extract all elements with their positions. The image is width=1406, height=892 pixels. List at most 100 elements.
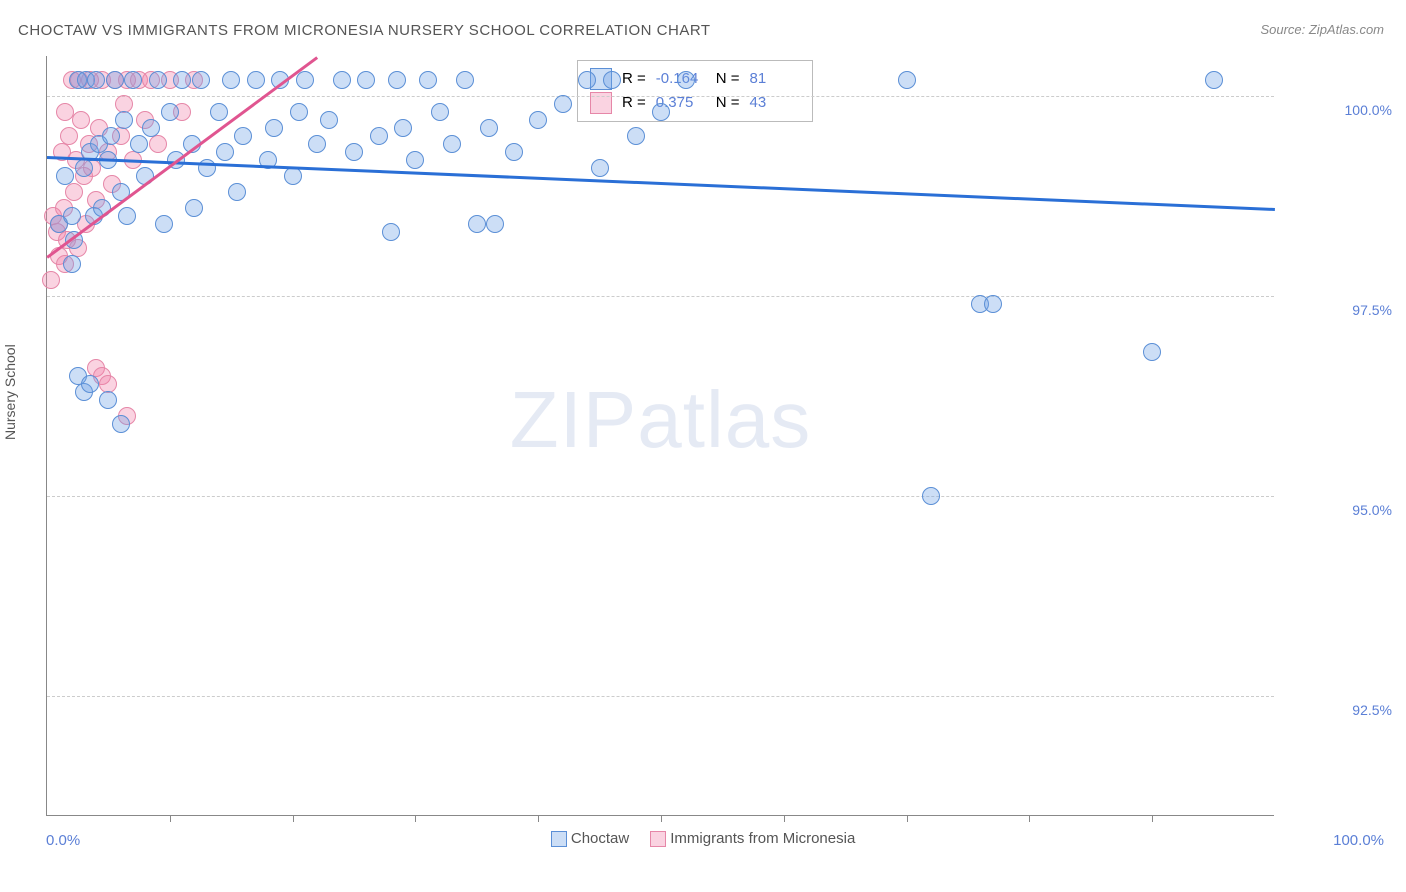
xtick — [661, 815, 662, 822]
xtick — [907, 815, 908, 822]
n-value-0: 81 — [750, 67, 800, 91]
data-point — [192, 71, 210, 89]
xtick — [784, 815, 785, 822]
data-point — [210, 103, 228, 121]
data-point — [480, 119, 498, 137]
data-point — [591, 159, 609, 177]
data-point — [75, 159, 93, 177]
data-point — [124, 71, 142, 89]
data-point — [228, 183, 246, 201]
data-point — [898, 71, 916, 89]
data-point — [63, 255, 81, 273]
r-label: R = — [622, 91, 646, 115]
data-point — [382, 223, 400, 241]
data-point — [468, 215, 486, 233]
plot-area: ZIPatlas R = -0.164 N = 81 R = 0.375 N =… — [46, 56, 1274, 816]
data-point — [578, 71, 596, 89]
data-point — [394, 119, 412, 137]
data-point — [406, 151, 424, 169]
data-point — [290, 103, 308, 121]
data-point — [456, 71, 474, 89]
gridline — [47, 296, 1274, 297]
r-label: R = — [622, 67, 646, 91]
swatch-choctaw-bottom — [551, 831, 567, 847]
n-value-1: 43 — [750, 91, 800, 115]
data-point — [529, 111, 547, 129]
data-point — [284, 167, 302, 185]
watermark-light: atlas — [637, 375, 811, 464]
watermark-bold: ZIP — [510, 375, 637, 464]
data-point — [370, 127, 388, 145]
data-point — [81, 375, 99, 393]
ytick-label: 95.0% — [1282, 502, 1392, 518]
ytick-label: 92.5% — [1282, 702, 1392, 718]
data-point — [603, 71, 621, 89]
data-point — [357, 71, 375, 89]
data-point — [149, 135, 167, 153]
data-point — [155, 215, 173, 233]
xtick — [415, 815, 416, 822]
data-point — [505, 143, 523, 161]
data-point — [431, 103, 449, 121]
data-point — [308, 135, 326, 153]
data-point — [247, 71, 265, 89]
data-point — [333, 71, 351, 89]
ytick-label: 97.5% — [1282, 302, 1392, 318]
data-point — [60, 127, 78, 145]
data-point — [102, 127, 120, 145]
data-point — [652, 103, 670, 121]
data-point — [65, 183, 83, 201]
legend-label-1: Immigrants from Micronesia — [670, 830, 855, 847]
gridline — [47, 96, 1274, 97]
data-point — [922, 487, 940, 505]
data-point — [118, 207, 136, 225]
data-point — [345, 143, 363, 161]
bottom-legend: Choctaw Immigrants from Micronesia — [0, 830, 1406, 847]
watermark: ZIPatlas — [510, 374, 811, 466]
data-point — [1205, 71, 1223, 89]
xtick — [538, 815, 539, 822]
stats-row-1: R = 0.375 N = 43 — [590, 91, 800, 115]
data-point — [106, 71, 124, 89]
source-label: Source: ZipAtlas.com — [1260, 22, 1384, 37]
data-point — [388, 71, 406, 89]
data-point — [443, 135, 461, 153]
data-point — [115, 111, 133, 129]
n-label: N = — [716, 67, 740, 91]
xtick — [1029, 815, 1030, 822]
data-point — [72, 111, 90, 129]
gridline — [47, 496, 1274, 497]
data-point — [173, 71, 191, 89]
xtick — [293, 815, 294, 822]
data-point — [265, 119, 283, 137]
chart-title: CHOCTAW VS IMMIGRANTS FROM MICRONESIA NU… — [18, 22, 711, 39]
data-point — [142, 119, 160, 137]
data-point — [63, 207, 81, 225]
data-point — [56, 167, 74, 185]
data-point — [99, 391, 117, 409]
y-axis-label: Nursery School — [2, 344, 18, 440]
data-point — [554, 95, 572, 113]
data-point — [677, 71, 695, 89]
data-point — [185, 199, 203, 217]
data-point — [161, 103, 179, 121]
n-label: N = — [716, 91, 740, 115]
data-point — [320, 111, 338, 129]
xtick — [170, 815, 171, 822]
data-point — [112, 415, 130, 433]
data-point — [296, 71, 314, 89]
data-point — [627, 127, 645, 145]
swatch-micronesia-bottom — [650, 831, 666, 847]
stats-legend: R = -0.164 N = 81 R = 0.375 N = 43 — [577, 60, 813, 122]
data-point — [1143, 343, 1161, 361]
ytick-label: 100.0% — [1282, 102, 1392, 118]
data-point — [984, 295, 1002, 313]
data-point — [234, 127, 252, 145]
stats-row-0: R = -0.164 N = 81 — [590, 67, 800, 91]
data-point — [486, 215, 504, 233]
xtick — [1152, 815, 1153, 822]
trend-line — [47, 156, 1275, 210]
data-point — [222, 71, 240, 89]
data-point — [130, 135, 148, 153]
data-point — [42, 271, 60, 289]
